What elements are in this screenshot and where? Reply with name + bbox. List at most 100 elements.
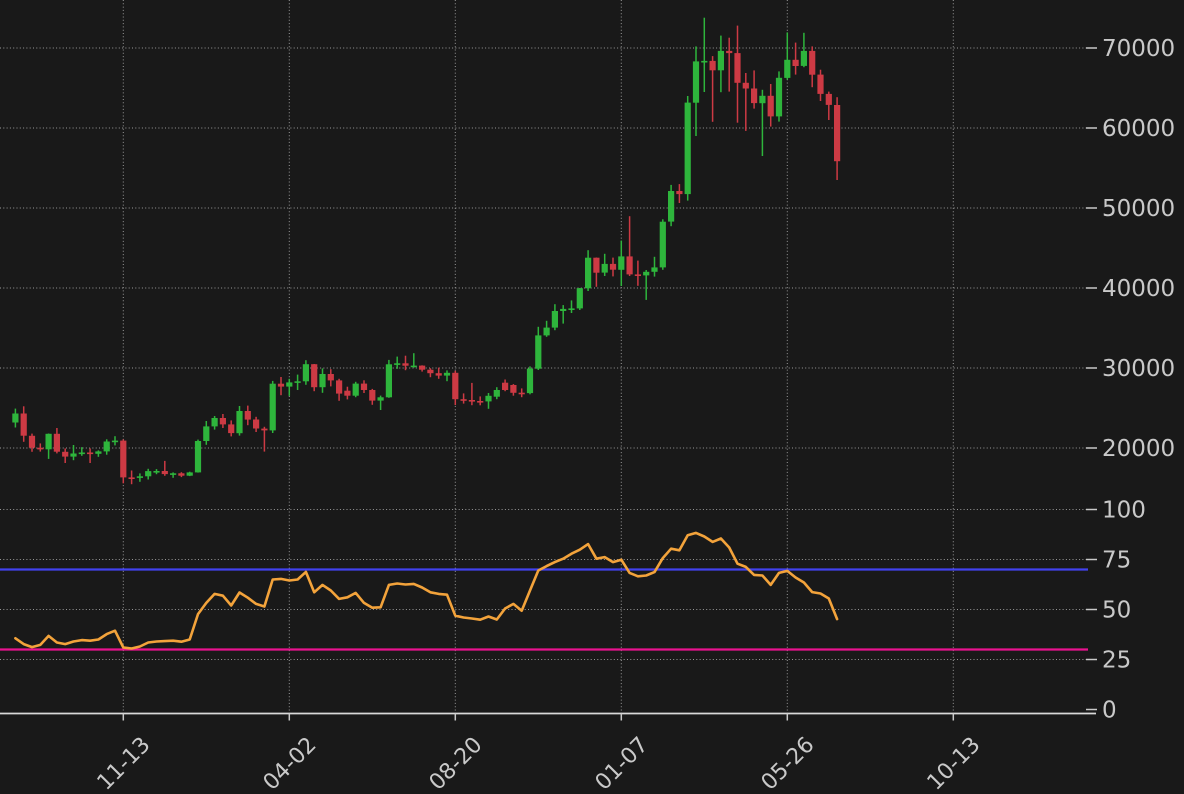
price-tick-label: 40000 — [1102, 276, 1175, 302]
candle-body — [443, 372, 451, 376]
candle-body — [170, 473, 177, 475]
candle-body — [609, 263, 617, 270]
price-tick-label: 30000 — [1102, 356, 1175, 382]
candle-body — [369, 390, 376, 401]
candle-body — [194, 441, 202, 473]
candle-body — [20, 413, 27, 436]
candle-series — [12, 17, 841, 485]
candle-body — [336, 380, 343, 394]
candle-body — [767, 95, 774, 117]
candle-body — [402, 363, 409, 366]
candle-body — [37, 447, 44, 450]
candle-body — [742, 82, 749, 89]
candle-body — [236, 411, 243, 434]
candle-body — [493, 390, 500, 397]
candle-body — [502, 382, 509, 390]
candle-body — [510, 385, 517, 393]
candle-body — [111, 440, 119, 443]
candle-body — [311, 364, 318, 388]
candle-body — [518, 392, 525, 395]
candle-body — [253, 419, 260, 429]
candle-body — [302, 364, 309, 382]
candle-body — [95, 451, 102, 454]
candle-body — [759, 95, 766, 104]
candle-body — [87, 452, 94, 455]
rsi-tick-label: 100 — [1102, 498, 1146, 524]
candle-body — [103, 441, 110, 452]
date-tick-label: 04-02 — [259, 733, 322, 794]
candle-body — [327, 374, 334, 381]
candle-body — [161, 471, 168, 475]
rsi-tick-label: 50 — [1102, 598, 1131, 624]
candle-body — [560, 308, 567, 311]
candle-body — [585, 257, 592, 289]
candle-body — [701, 60, 708, 63]
candle-body — [717, 50, 724, 71]
candle-body — [709, 60, 716, 71]
candle-body — [219, 418, 226, 425]
candle-body — [576, 288, 583, 309]
candle-body — [817, 74, 824, 94]
date-tick-label: 05-26 — [757, 733, 820, 794]
candle-body — [634, 274, 641, 276]
candle-body — [228, 424, 235, 434]
candle-body — [78, 452, 85, 455]
candle-body — [385, 364, 392, 398]
rsi-tick-label: 25 — [1102, 648, 1131, 674]
candle-body — [45, 433, 52, 450]
candle-body — [53, 433, 60, 452]
candle-body — [211, 418, 218, 427]
candle-body — [178, 473, 185, 476]
candle-body — [286, 382, 293, 387]
candle-body — [526, 368, 534, 394]
candle-body — [651, 267, 658, 272]
candle-body — [244, 411, 251, 420]
candle-body — [128, 477, 135, 479]
candle-body — [659, 221, 666, 268]
candle-body — [551, 311, 558, 328]
candle-body — [676, 191, 683, 195]
candle-body — [261, 428, 268, 431]
rsi-line — [14, 531, 839, 650]
candle-body — [477, 401, 484, 403]
price-tick-label: 60000 — [1102, 116, 1175, 142]
candle-body — [419, 365, 426, 370]
price-tick-label: 20000 — [1102, 436, 1175, 462]
candle-body — [601, 263, 608, 273]
candle-body — [70, 453, 77, 457]
candle-body — [427, 369, 434, 374]
candle-body — [377, 397, 384, 401]
candle-body — [435, 373, 442, 376]
candle-body — [626, 256, 633, 275]
date-tick-label: 11-13 — [93, 733, 156, 794]
candle-body — [692, 61, 700, 103]
candle-body — [726, 50, 733, 54]
date-tick-label: 08-20 — [425, 733, 488, 794]
candle-body — [153, 471, 160, 473]
candle-body — [28, 435, 36, 448]
candle-body — [593, 257, 600, 273]
candle-body — [543, 327, 550, 336]
rsi-tick-label: 75 — [1102, 548, 1131, 574]
candle-body — [668, 191, 675, 222]
candle-body — [643, 271, 650, 276]
candle-body — [834, 105, 841, 162]
candle-body — [186, 472, 193, 476]
candle-body — [468, 400, 475, 402]
candle-body — [684, 102, 691, 195]
candle-body — [800, 50, 807, 66]
candle-body — [277, 383, 285, 387]
candle-body — [145, 471, 152, 477]
candle-body — [452, 372, 459, 400]
price-tick-label: 50000 — [1102, 196, 1175, 222]
candle-body — [775, 77, 783, 117]
candle-body — [734, 53, 741, 83]
candle-body — [120, 440, 127, 478]
candle-body — [460, 399, 467, 401]
candle-body — [319, 374, 326, 388]
date-tick-label: 01-07 — [591, 733, 654, 794]
candle-body — [751, 88, 758, 104]
candle-body — [568, 308, 575, 310]
